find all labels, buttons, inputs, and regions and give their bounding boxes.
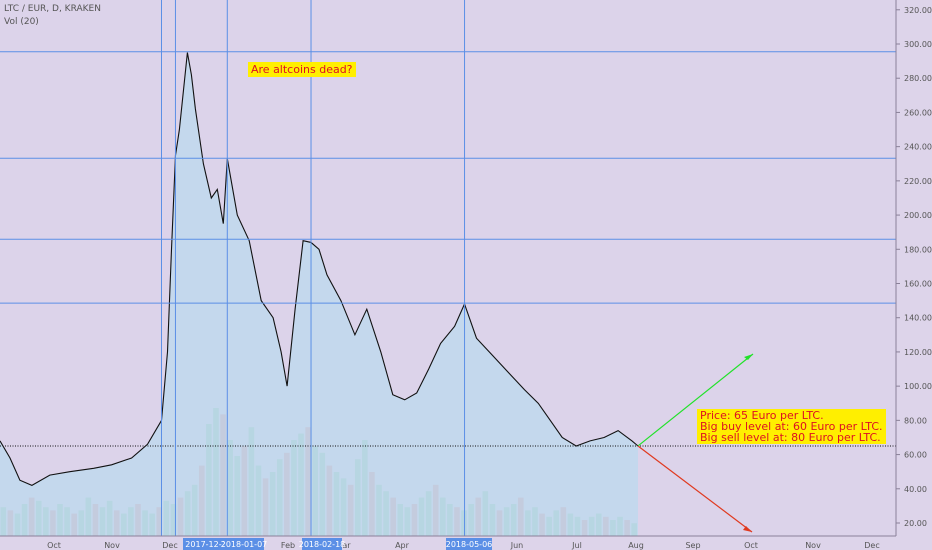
price-tick-label: 140.00 <box>904 314 932 323</box>
price-line <box>0 52 639 487</box>
info-sell-level: Big sell level at: 80 Euro per LTC. <box>700 431 881 444</box>
price-tick-label: 300.00 <box>904 40 932 49</box>
price-area <box>0 52 638 536</box>
price-tick-label: 20.00 <box>904 519 927 528</box>
price-tick-label: 260.00 <box>904 108 932 117</box>
month-label: Oct <box>744 541 758 550</box>
bullish-arrow <box>637 353 754 447</box>
month-label: Jul <box>571 541 582 550</box>
date-marker-label: 2018-02-18 <box>299 540 346 549</box>
price-tick-label: 200.00 <box>904 211 932 220</box>
price-tick-label: 180.00 <box>904 245 932 254</box>
date-marker-tag <box>446 538 492 550</box>
date-marker-label: 2017-12-1 <box>185 540 226 549</box>
date-marker-tag <box>183 538 229 550</box>
price-tick-label: 80.00 <box>904 416 927 425</box>
symbol-label: LTC / EUR, D, KRAKEN <box>4 4 101 14</box>
bearish-arrowhead <box>743 526 752 532</box>
price-tick-label: 320.00 <box>904 6 932 15</box>
month-label: Apr <box>395 541 410 550</box>
price-tick-label: 40.00 <box>904 485 927 494</box>
month-label: Mar <box>335 541 351 550</box>
price-axis-bg <box>896 0 932 550</box>
bearish-arrow <box>637 445 753 533</box>
price-tick-label: 240.00 <box>904 143 932 152</box>
bullish-arrowhead <box>744 354 753 360</box>
info-price: Price: 65 Euro per LTC. <box>700 409 824 422</box>
month-label: Aug <box>628 541 644 550</box>
month-label: Sep <box>685 541 700 550</box>
month-label: Jun <box>510 541 524 550</box>
month-label: Nov <box>104 541 120 550</box>
info-buy-level: Big buy level at: 60 Euro per LTC. <box>700 420 883 433</box>
month-label: Oct <box>47 541 61 550</box>
price-tick-label: 160.00 <box>904 280 932 289</box>
price-tick-label: 280.00 <box>904 74 932 83</box>
price-tick-label: 220.00 <box>904 177 932 186</box>
month-label: Feb <box>281 541 295 550</box>
month-label: Dec <box>864 541 879 550</box>
price-tick-label: 60.00 <box>904 451 927 460</box>
info-note: Price: 65 Euro per LTC. Big buy level at… <box>697 409 886 444</box>
date-marker-tag <box>302 538 342 550</box>
price-tick-label: 100.00 <box>904 382 932 391</box>
title-note: Are altcoins dead? <box>248 62 356 77</box>
volume-label: Vol (20) <box>4 17 39 27</box>
month-label: Dec <box>162 541 177 550</box>
price-tick-label: 120.00 <box>904 348 932 357</box>
date-marker-label: 2018-01-07 <box>221 540 268 549</box>
date-marker-tag <box>224 538 264 550</box>
month-label: Nov <box>805 541 821 550</box>
date-marker-label: 2018-05-06 <box>446 540 493 549</box>
